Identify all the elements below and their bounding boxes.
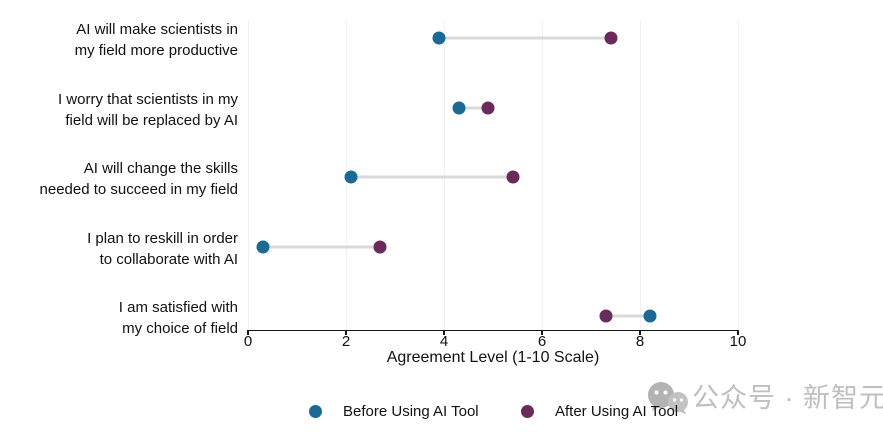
- x-tick-label: 4: [439, 333, 449, 350]
- after-dot: [373, 240, 387, 253]
- watermark-text: 公众号 · 新智元: [692, 383, 883, 413]
- before-dot: [432, 31, 446, 45]
- dumbbell-connector: [262, 245, 381, 248]
- gridline: [443, 20, 445, 330]
- after-dot: [604, 31, 618, 45]
- x-tick-label: 0: [243, 333, 253, 350]
- y-category-label: AI will change the skills needed to succ…: [39, 160, 238, 198]
- x-tick-label: 8: [635, 333, 645, 350]
- x-tick-mark: [639, 330, 641, 335]
- after-dot: [481, 101, 495, 114]
- gridline: [247, 20, 249, 330]
- x-tick-mark: [541, 330, 543, 335]
- legend-label-before: Before Using AI Tool: [343, 402, 479, 420]
- legend-label-after: After Using AI Tool: [555, 402, 679, 420]
- gridline: [541, 20, 543, 330]
- watermark: 公众号 · 新智元: [644, 381, 883, 415]
- x-axis-title: Agreement Level (1-10 Scale): [386, 349, 600, 366]
- x-tick-mark: [345, 330, 347, 335]
- before-dot: [452, 101, 466, 114]
- legend-item-before: Before Using AI Tool: [309, 402, 479, 420]
- dumbbell-connector: [350, 175, 513, 179]
- x-tick-label: 6: [537, 333, 547, 350]
- before-dot: [643, 309, 657, 323]
- x-tick-label: 2: [341, 333, 351, 350]
- before-legend-dot-icon: [309, 404, 322, 418]
- y-category-label: AI will make scientists in my field more…: [74, 21, 238, 59]
- before-dot: [256, 240, 270, 253]
- y-category-label: I plan to reskill in order to collaborat…: [87, 229, 238, 268]
- y-category-label: I am satisfied with my choice of field: [118, 299, 238, 337]
- y-category-label: I worry that scientists in my field will…: [57, 90, 238, 129]
- after-legend-dot-icon: [521, 404, 534, 418]
- gridline: [639, 20, 641, 330]
- plot-area: [247, 20, 739, 335]
- dumbbell-connector: [605, 314, 650, 318]
- dumbbell-connector: [458, 106, 489, 109]
- wechat-chat-bubbles-icon: [648, 382, 688, 415]
- x-tick-mark: [737, 330, 739, 335]
- before-dot: [344, 170, 358, 184]
- dumbbell-connector: [439, 36, 611, 40]
- legend-item-after: After Using AI Tool: [521, 402, 679, 420]
- after-dot: [506, 170, 520, 184]
- x-tick-mark: [443, 330, 445, 335]
- after-dot: [599, 309, 613, 323]
- x-tick-label: 10: [729, 333, 747, 350]
- x-tick-mark: [247, 330, 249, 335]
- gridline: [737, 20, 739, 330]
